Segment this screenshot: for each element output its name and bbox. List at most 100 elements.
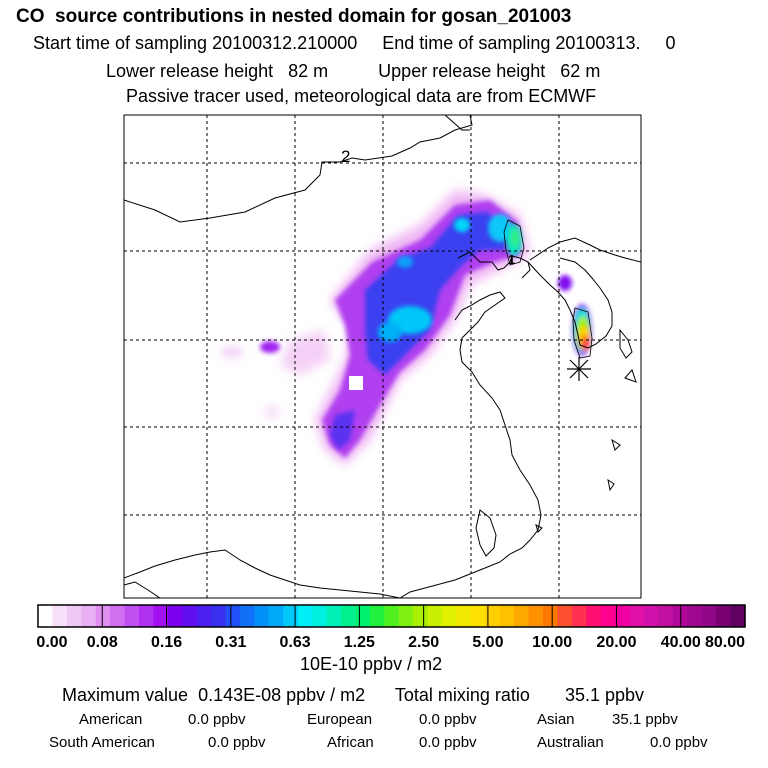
colorbar-swatch xyxy=(629,605,645,627)
lower-height-value: 82 m xyxy=(288,61,329,81)
total-value: 35.1 ppbv xyxy=(564,685,645,705)
region-name-african: African xyxy=(327,734,374,751)
colorbar xyxy=(38,605,746,627)
colorbar-tick-label: 0.00 xyxy=(36,634,67,651)
plume-hotspot-liaoning xyxy=(506,224,522,256)
island-b xyxy=(611,438,621,451)
sampling-time-line: Start time of sampling 20100312.210000 E… xyxy=(33,34,675,52)
region-name-american: American xyxy=(79,711,143,728)
colorbar-swatch xyxy=(196,605,212,627)
colorbar-swatch xyxy=(326,605,342,627)
colorbar-swatch xyxy=(95,605,111,627)
upper-height-value: 62 m xyxy=(560,61,601,81)
colorbar-swatch xyxy=(341,605,357,627)
island-a xyxy=(624,369,637,383)
chart-title: CO source contributions in nested domain… xyxy=(16,6,572,27)
plume-gap xyxy=(349,376,363,390)
region-value-asian: 35.1 ppbv xyxy=(612,711,678,728)
colorbar-swatch xyxy=(514,605,530,627)
lower-height-label: Lower release height xyxy=(106,61,274,81)
colorbar-swatch xyxy=(110,605,126,627)
border-sw-corner xyxy=(124,581,161,598)
colorbar-swatch xyxy=(240,605,256,627)
upper-height-label: Upper release height xyxy=(378,61,546,81)
colorbar-swatch xyxy=(254,605,270,627)
colorbar-swatch xyxy=(66,605,82,627)
coast-bohai xyxy=(457,251,531,279)
region-value-australian: 0.0 ppbv xyxy=(650,734,708,751)
colorbar-swatch xyxy=(499,605,515,627)
colorbar-swatch xyxy=(81,605,97,627)
colorbar-tick-label: 80.00 xyxy=(705,634,745,651)
map-label-1: 1 xyxy=(508,252,515,267)
colorbar-tick-label: 0.31 xyxy=(215,634,246,651)
max-label: Maximum value xyxy=(62,685,189,705)
receptor-marker-icon xyxy=(567,357,591,381)
colorbar-swatch xyxy=(470,605,486,627)
colorbar-swatch xyxy=(701,605,717,627)
colorbar-swatch xyxy=(312,605,328,627)
contour-lines xyxy=(503,219,593,359)
region-name-australian: Australian xyxy=(537,734,604,751)
colorbar-frame xyxy=(37,604,746,628)
colorbar-swatch xyxy=(644,605,660,627)
tracer-note: Passive tracer used, meteorological data… xyxy=(126,86,597,106)
colorbar-swatch xyxy=(225,605,241,627)
coast-korea xyxy=(527,257,613,349)
region-value-african: 0.0 ppbv xyxy=(419,734,477,751)
colorbar-swatch xyxy=(38,605,54,627)
coast-china-east xyxy=(399,291,542,598)
colorbar-swatch xyxy=(52,605,68,627)
colorbar-swatch xyxy=(413,605,429,627)
colorbar-swatch xyxy=(369,605,385,627)
colorbar-swatch xyxy=(182,605,198,627)
contour-korea xyxy=(572,307,593,359)
colorbar-swatch xyxy=(586,605,602,627)
colorbar-swatch xyxy=(355,605,371,627)
colorbar-swatch xyxy=(456,605,472,627)
colorbar-swatch xyxy=(124,605,140,627)
contour-1 xyxy=(503,219,525,266)
region-name-south-american: South American xyxy=(49,734,155,751)
colorbar-tick-label: 10.00 xyxy=(532,634,572,651)
colorbar-swatch xyxy=(283,605,299,627)
colorbar-tick-label: 40.00 xyxy=(661,634,701,651)
colorbar-swatch xyxy=(398,605,414,627)
colorbar-swatch xyxy=(615,605,631,627)
colorbar-swatch xyxy=(384,605,400,627)
plume-hotspot-korea xyxy=(572,304,592,356)
colorbar-swatch xyxy=(716,605,732,627)
colorbar-tick-label: 0.16 xyxy=(151,634,182,651)
map-label-2: 2 xyxy=(341,147,350,166)
colorbar-swatch xyxy=(528,605,544,627)
region-name-asian: Asian xyxy=(537,711,575,728)
colorbar-tick-label: 0.63 xyxy=(280,634,311,651)
colorbar-swatch xyxy=(153,605,169,627)
border-mongolia xyxy=(124,115,473,223)
island-c xyxy=(607,478,615,492)
region-name-european: European xyxy=(307,711,373,728)
colorbar-dividers xyxy=(101,605,682,627)
stats-line: Maximum value 0.143E-08 ppbv / m2 Total … xyxy=(62,686,644,704)
colorbar-swatch xyxy=(571,605,587,627)
total-label: Total mixing ratio xyxy=(394,685,530,705)
lat-lon-grid xyxy=(124,115,641,598)
coast-japan xyxy=(619,328,633,359)
colorbar-swatch xyxy=(211,605,227,627)
colorbar-units: 10E-10 ppbv / m2 xyxy=(300,654,443,674)
coast-taiwan xyxy=(475,509,497,557)
end-time-value: 20100313. 0 xyxy=(555,33,676,53)
colorbar-swatch xyxy=(658,605,674,627)
border-korea-china xyxy=(529,237,641,263)
colorbar-swatch xyxy=(730,605,746,627)
colorbar-tick-label: 1.25 xyxy=(344,634,375,651)
colorbar-swatch xyxy=(297,605,313,627)
colorbar-tick-label: 5.00 xyxy=(472,634,503,651)
end-time-label: End time of sampling xyxy=(382,33,551,53)
island-d xyxy=(535,524,543,533)
colorbar-swatch xyxy=(600,605,616,627)
colorbar-swatch xyxy=(485,605,501,627)
region-value-south-american: 0.0 ppbv xyxy=(208,734,266,751)
start-time-label: Start time of sampling xyxy=(33,33,208,53)
